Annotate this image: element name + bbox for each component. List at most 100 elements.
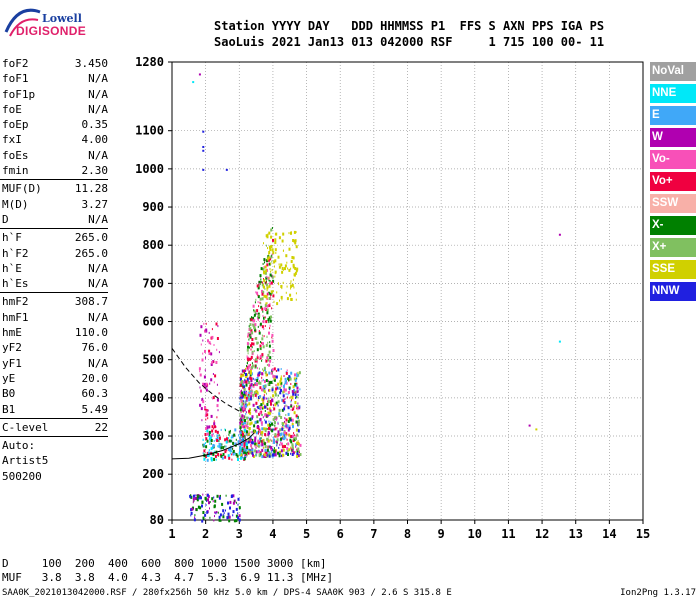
trace-point bbox=[261, 455, 264, 459]
trace-point bbox=[237, 516, 240, 520]
trace-point bbox=[273, 428, 275, 431]
trace-point bbox=[259, 322, 262, 326]
trace-point bbox=[271, 269, 273, 272]
trace-point bbox=[271, 260, 273, 263]
trace-point bbox=[281, 426, 283, 429]
trace-point bbox=[255, 337, 258, 340]
param-row: hmE 110.0 bbox=[0, 325, 170, 340]
trace-point bbox=[245, 433, 247, 436]
trace-point bbox=[265, 359, 268, 363]
trace-point bbox=[274, 421, 276, 425]
param-row: B1 5.49 bbox=[0, 402, 170, 417]
trace-point bbox=[280, 441, 282, 444]
trace-point bbox=[280, 388, 282, 392]
trace-point bbox=[244, 421, 246, 425]
trace-point bbox=[209, 440, 211, 443]
trace-point bbox=[205, 454, 207, 458]
trace-point bbox=[292, 437, 294, 440]
trace-point bbox=[278, 412, 281, 416]
trace-point bbox=[245, 367, 246, 370]
trace-point bbox=[299, 453, 302, 456]
param-value: N/A bbox=[88, 356, 108, 370]
muf-frequency-row: MUF 3.8 3.8 4.0 4.3 4.7 5.3 6.9 11.3 [MH… bbox=[2, 571, 334, 584]
trace-point bbox=[252, 453, 254, 457]
trace-point bbox=[245, 383, 248, 387]
trace-point bbox=[295, 428, 298, 432]
trace-point bbox=[291, 423, 294, 426]
trace-point bbox=[224, 428, 226, 431]
trace-point bbox=[206, 432, 209, 436]
trace-point bbox=[259, 386, 262, 390]
trace-point bbox=[249, 418, 252, 422]
trace-point bbox=[277, 404, 279, 407]
trace-point bbox=[222, 446, 225, 450]
trace-point bbox=[212, 452, 215, 456]
trace-point bbox=[258, 429, 261, 433]
trace-point bbox=[252, 304, 255, 308]
trace-point bbox=[268, 321, 270, 324]
trace-point bbox=[295, 437, 297, 441]
param-row: hmF2 308.7 bbox=[0, 294, 170, 309]
trace-point bbox=[256, 406, 258, 408]
param-row: fmin 2.30 bbox=[0, 163, 170, 178]
trace-point bbox=[240, 390, 242, 394]
trace-point bbox=[296, 455, 299, 458]
trace-point bbox=[250, 441, 253, 445]
trace-point bbox=[296, 377, 298, 380]
trace-point bbox=[257, 399, 259, 402]
trace-point bbox=[292, 407, 295, 411]
trace-point bbox=[270, 270, 272, 273]
y-tick-label: 900 bbox=[142, 200, 164, 214]
trace-point bbox=[228, 433, 230, 436]
trace-point bbox=[245, 375, 248, 378]
trace-point bbox=[218, 496, 221, 500]
trace-point bbox=[209, 434, 211, 436]
trace-point bbox=[262, 416, 264, 419]
trace-point bbox=[265, 283, 268, 287]
trace-point bbox=[287, 267, 289, 270]
param-separator bbox=[0, 292, 108, 294]
trace-point bbox=[260, 305, 263, 309]
trace-point bbox=[293, 388, 295, 392]
trace-point bbox=[273, 450, 276, 454]
trace-point bbox=[266, 286, 269, 290]
trace-point bbox=[269, 445, 271, 448]
trace-point bbox=[267, 358, 270, 362]
trace-point bbox=[266, 293, 268, 296]
trace-point bbox=[242, 422, 245, 426]
trace-point bbox=[280, 381, 283, 385]
trace-point bbox=[270, 228, 273, 232]
param-row: foF1 N/A bbox=[0, 71, 170, 86]
trace-point bbox=[295, 231, 297, 234]
trace-point bbox=[258, 283, 261, 287]
trace-point bbox=[241, 446, 243, 449]
trace-point bbox=[208, 501, 210, 505]
param-separator bbox=[0, 228, 108, 230]
trace-point bbox=[290, 416, 292, 419]
trace-point bbox=[258, 405, 261, 408]
trace-point bbox=[272, 394, 275, 398]
param-key: D bbox=[2, 212, 9, 226]
x-tick-label: 10 bbox=[468, 527, 482, 541]
trace-point bbox=[275, 252, 277, 254]
trace-point bbox=[239, 414, 241, 417]
trace-point bbox=[293, 230, 296, 234]
trace-point bbox=[294, 450, 296, 453]
trace-point bbox=[283, 434, 285, 437]
trace-point bbox=[297, 417, 298, 420]
trace-point bbox=[275, 449, 277, 452]
trace-point bbox=[233, 500, 235, 503]
trace-point bbox=[208, 341, 211, 345]
trace-point bbox=[210, 447, 213, 451]
trace-point bbox=[283, 387, 285, 390]
trace-point bbox=[267, 423, 270, 427]
trace-point bbox=[274, 233, 276, 236]
trace-point bbox=[268, 304, 271, 307]
trace-point bbox=[255, 390, 258, 393]
param-value: 0.35 bbox=[81, 118, 109, 132]
x-tick-label: 6 bbox=[337, 527, 344, 541]
trace-point bbox=[266, 280, 267, 283]
trace-point bbox=[271, 227, 273, 229]
trace-point bbox=[292, 263, 295, 267]
